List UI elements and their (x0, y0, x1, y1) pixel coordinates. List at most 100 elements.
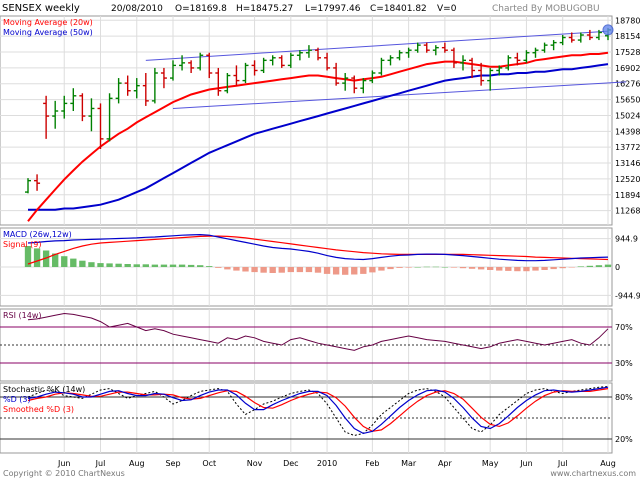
ohlc-bar (333, 62, 340, 86)
macd-histogram-bar (296, 267, 304, 273)
macd-histogram-bar (33, 248, 41, 267)
macd-histogram-bar (342, 267, 349, 275)
x-tick-label: Jun (519, 459, 533, 468)
macd-histogram-bar (468, 267, 476, 269)
macd-histogram-bar (314, 267, 322, 273)
ohlc-bar (387, 55, 394, 66)
high-value: H=18475.27 (236, 4, 293, 14)
macd-histogram-bar (332, 267, 340, 275)
charted-by-label: Charted By MOBUGOBU (492, 4, 600, 14)
ohlc-bar (160, 67, 167, 89)
macd-histogram-bar (577, 266, 584, 267)
ohlc-bar (242, 62, 249, 84)
stoch-tick-label: 20% (615, 435, 633, 444)
ohlc-bar (423, 42, 430, 53)
ohlc-bar (532, 47, 539, 58)
macd-histogram-bar (206, 266, 213, 267)
x-tick-label: Mar (401, 459, 417, 468)
x-tick-label: Jul (557, 459, 568, 468)
rsi-legend-item: RSI (14w) (3, 311, 42, 320)
volume-value: V=0 (437, 4, 457, 14)
macd-histogram-bar (278, 267, 285, 273)
ohlc-bar (360, 78, 367, 94)
ohlc-bar (487, 67, 494, 91)
ohlc-bar (296, 50, 303, 61)
stoch-legend-item: %D (3) (3, 395, 31, 404)
macd-histogram-bar (224, 267, 231, 270)
price-tick-label: 13772 (615, 143, 640, 152)
stoch-legend-item: Stochastic %K (14w) (3, 385, 85, 394)
panel-frames (0, 15, 613, 454)
ohlc-bar (133, 78, 140, 99)
macd-histogram-bar (97, 263, 104, 267)
macd-histogram-bar (432, 266, 439, 268)
x-tick-label: Apr (438, 459, 453, 468)
brand-link[interactable]: www.chartnexus.com (550, 469, 636, 478)
stoch-k-line (27, 386, 609, 437)
macd-histogram-bar (351, 267, 358, 275)
rsi-panel: 70% 30% RSI (14w) (0, 311, 633, 368)
macd-histogram-bar (396, 267, 403, 268)
ohlc-bar (179, 55, 186, 71)
ohlc-bar (559, 35, 566, 46)
macd-histogram-bar (514, 267, 521, 272)
ohlc-bar (396, 50, 403, 61)
macd-histogram-bar (541, 267, 548, 270)
ohlc-bar (523, 50, 530, 63)
ohlc-bar (315, 47, 321, 61)
macd-line (27, 233, 609, 262)
ma50-line (28, 63, 609, 211)
ohlc-bar (79, 93, 86, 122)
macd-histogram-bar (242, 267, 249, 272)
ohlc-bar (142, 73, 149, 106)
macd-histogram-bar (523, 267, 530, 272)
x-tick-label: 2010 (317, 459, 337, 468)
rsi-tick-label: 30% (615, 359, 633, 368)
current-price-marker (602, 24, 614, 36)
price-panel: 18780 18154 17528 16902 16276 15650 15024 14398… (0, 16, 640, 222)
x-tick-label: Aug (600, 459, 616, 468)
ohlc-bar (505, 55, 512, 71)
macd-histogram-bar (52, 253, 59, 267)
macd-histogram-bar (586, 265, 594, 267)
price-tick-label: 18780 (615, 16, 640, 25)
x-tick-label: Aug (129, 459, 145, 468)
macd-histogram-bar (197, 265, 204, 267)
ohlc-bar (496, 65, 503, 76)
ohlc-bar (25, 178, 31, 194)
stoch-legend-item: Smoothed %D (3) (3, 405, 74, 414)
x-tick-label: Jul (95, 459, 106, 468)
copyright-text: Copyright © 2010 ChartNexus (3, 469, 125, 478)
macd-histogram-bar (305, 267, 313, 273)
macd-histogram-bar (88, 262, 95, 267)
macd-legend-item: MACD (26w,12w) (3, 230, 72, 239)
macd-histogram-bar (133, 264, 140, 267)
ohlc-bar (369, 70, 376, 84)
x-tick-label: May (482, 459, 499, 468)
macd-histogram-bar (233, 267, 240, 271)
macd-histogram-bar (423, 266, 430, 268)
macd-histogram-bar (142, 264, 149, 267)
macd-histogram-bar (604, 264, 612, 267)
ohlc-bar (269, 55, 276, 66)
macd-histogram-bar (251, 267, 258, 273)
ohlc-bar (287, 52, 294, 68)
macd-histogram-bar (441, 267, 449, 268)
price-tick-label: 12520 (615, 175, 640, 184)
ohlc-bar (215, 67, 222, 96)
ohlc-bar (595, 29, 602, 41)
macd-histogram-bar (115, 263, 122, 267)
ohlc-bar (441, 42, 448, 53)
macd-histogram-bar (79, 260, 86, 267)
macd-histogram-bar (160, 264, 168, 267)
macd-legend-item: Signal (9) (3, 240, 41, 249)
ohlc-bar (188, 60, 195, 73)
price-tick-label: 11894 (615, 191, 640, 200)
macd-histogram-bar (42, 250, 50, 267)
price-frame (0, 15, 613, 226)
ohlc-bar (342, 73, 349, 91)
ohlc-bar (61, 95, 68, 119)
macd-tick-label: 944.9 (615, 235, 638, 244)
macd-histogram-bar (215, 267, 222, 268)
